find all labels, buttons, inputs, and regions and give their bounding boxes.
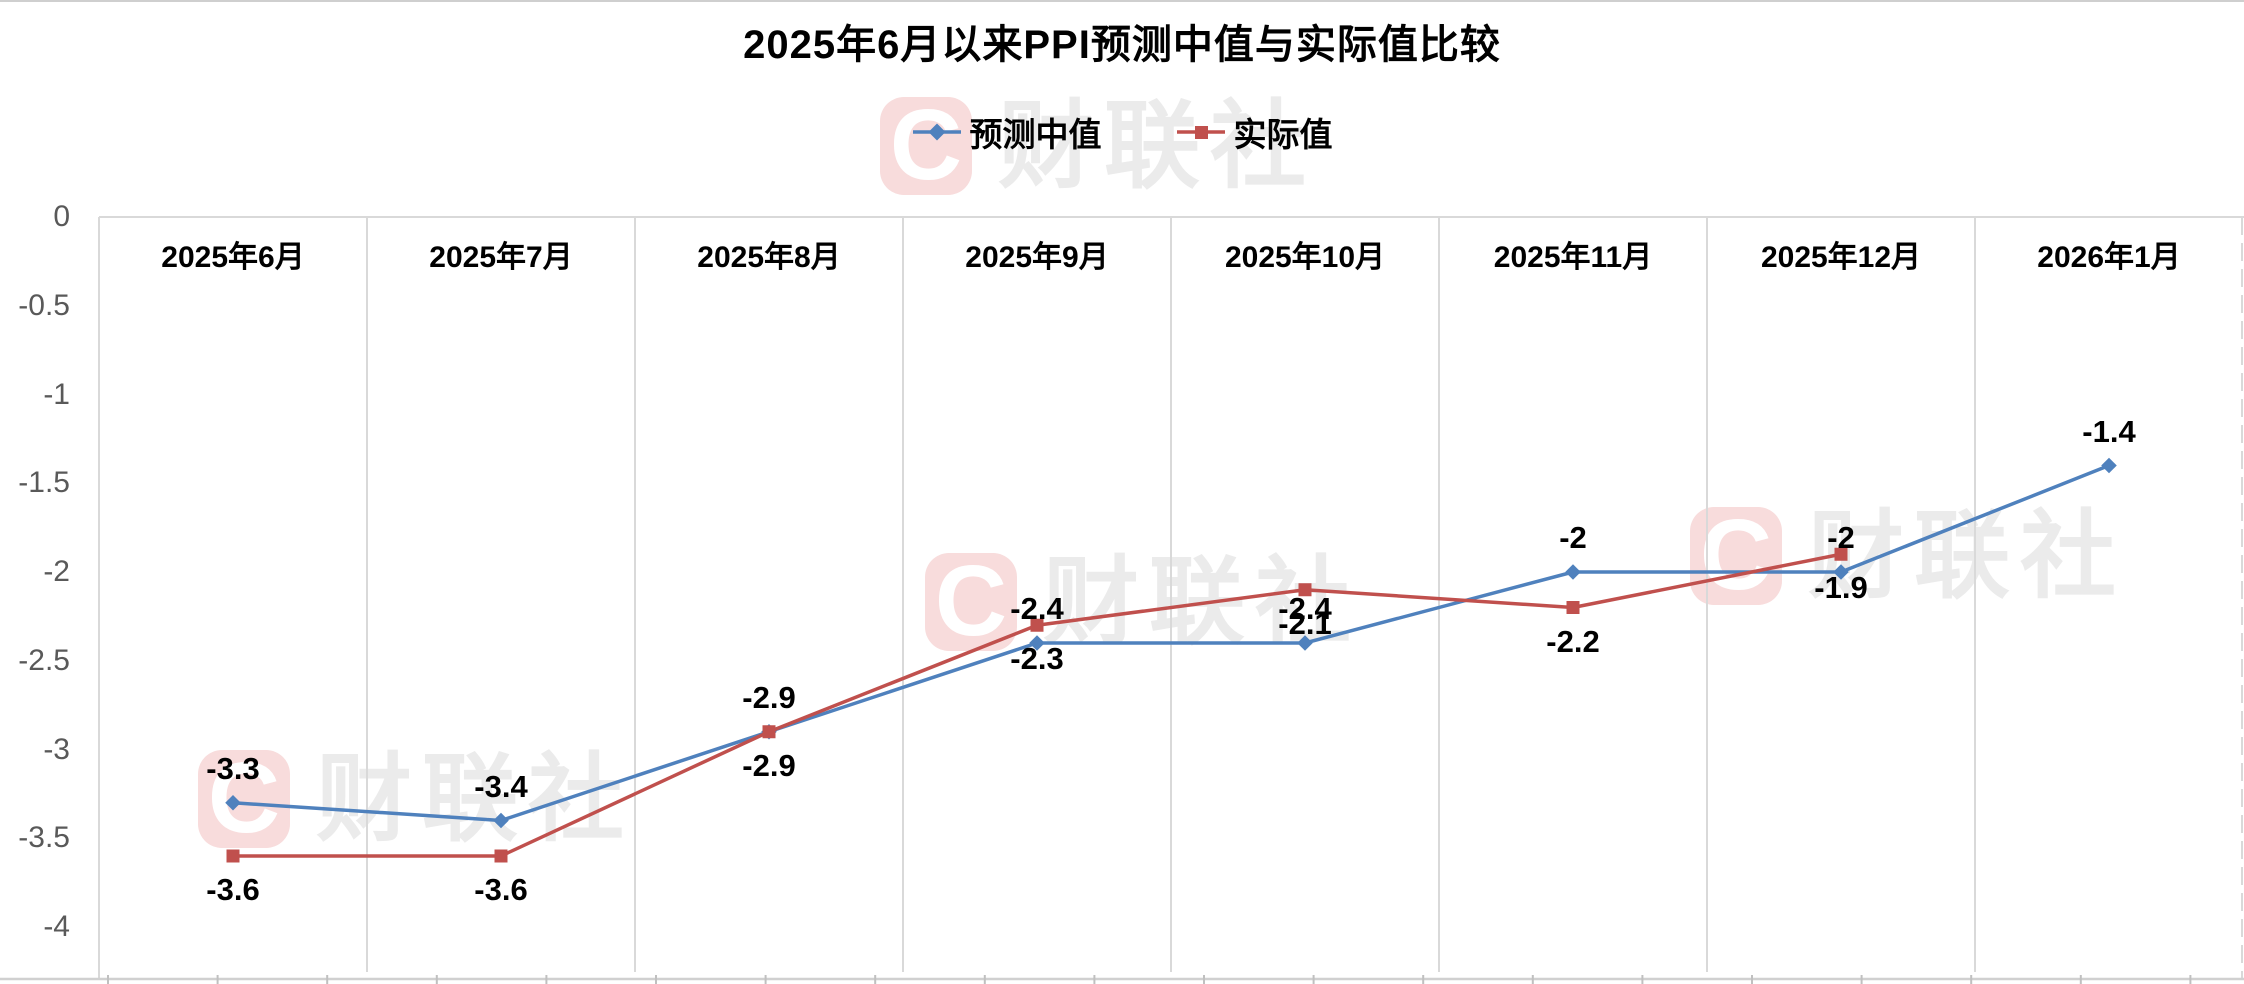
data-label: -3.4 xyxy=(474,768,528,804)
category-label: 2025年8月 xyxy=(697,241,841,274)
legend-key-actual-icon xyxy=(1176,126,1225,139)
legend-item-forecast: 预测中值 xyxy=(912,108,1102,156)
y-tick-label: -0.5 xyxy=(18,288,70,322)
marker-diamond-icon xyxy=(225,794,241,811)
category-label: 2025年10月 xyxy=(1224,241,1386,274)
data-label: -2.3 xyxy=(1010,641,1064,677)
category-label: 2025年7月 xyxy=(429,241,573,274)
legend-item-actual: 实际值 xyxy=(1176,108,1333,156)
marker-diamond-icon xyxy=(2101,457,2117,474)
category-label: 2025年11月 xyxy=(1493,241,1653,274)
data-label: -2.1 xyxy=(1278,605,1332,641)
marker-square-icon xyxy=(226,849,240,863)
series-line-forecast xyxy=(232,463,2110,823)
data-label: -3.6 xyxy=(474,872,528,907)
marker-diamond-icon xyxy=(1297,635,1313,651)
y-tick-label: -3 xyxy=(43,732,70,766)
y-tick-label: -2.5 xyxy=(18,643,70,677)
y-tick-label: -4 xyxy=(43,910,70,943)
legend-key-forecast-icon xyxy=(912,123,961,141)
data-label: -1.4 xyxy=(2082,413,2136,449)
data-label: -3.3 xyxy=(206,750,260,786)
marker-square-icon xyxy=(1030,618,1044,632)
legend: 预测中值 实际值 xyxy=(0,106,2244,158)
category-label: 2025年9月 xyxy=(965,241,1109,274)
marker-diamond-icon xyxy=(493,812,509,829)
y-tick-label: -1.5 xyxy=(18,466,70,500)
y-tick-label: -2 xyxy=(43,555,70,588)
category-label: 2026年1月 xyxy=(2037,241,2181,274)
legend-label-actual: 实际值 xyxy=(1233,116,1333,153)
data-label: -2.2 xyxy=(1546,623,1600,659)
marker-square-icon xyxy=(762,725,776,739)
marker-square-icon xyxy=(1298,583,1312,597)
data-label: -1.9 xyxy=(1814,570,1868,606)
data-label: -2 xyxy=(1559,520,1587,555)
data-label: -2.4 xyxy=(1010,591,1064,626)
marker-diamond-icon xyxy=(1565,564,1581,580)
marker-square-icon xyxy=(1566,601,1580,614)
data-label: -2 xyxy=(1827,520,1855,555)
category-label: 2025年6月 xyxy=(161,241,305,274)
data-label: -2.4 xyxy=(1278,591,1332,626)
y-tick-label: 0 xyxy=(53,200,70,233)
marker-square-icon xyxy=(1834,547,1848,561)
data-label: -2.9 xyxy=(742,679,796,715)
marker-square-icon xyxy=(494,849,508,863)
data-label: -2.9 xyxy=(742,747,796,783)
marker-diamond-icon xyxy=(1833,564,1849,580)
data-label: -3.6 xyxy=(206,872,260,907)
marker-diamond-icon xyxy=(1029,635,1045,651)
legend-label-forecast: 预测中值 xyxy=(969,116,1102,153)
y-tick-label: -1 xyxy=(43,377,70,411)
chart-title: 2025年6月以来PPI预测中值与实际值比较 xyxy=(743,23,1501,67)
y-tick-label: -3.5 xyxy=(18,821,70,855)
category-label: 2025年12月 xyxy=(1760,241,1922,274)
